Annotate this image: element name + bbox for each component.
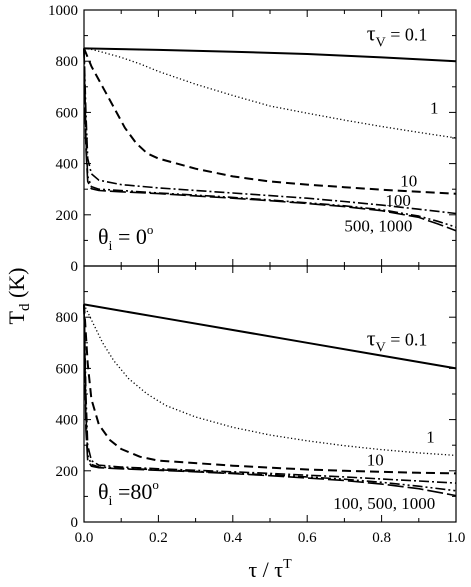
y-tick-label: 400 [56,413,79,429]
series-annotation: 100, 500, 1000 [333,494,435,513]
series-annotation: 100 [385,191,411,210]
x-axis-title-superscript: T [283,557,292,572]
x-tick-label: 0.0 [75,530,94,546]
y-tick-label: 200 [56,464,79,480]
series-annotation: 10 [400,172,417,191]
y-tick-label: 0 [71,259,79,275]
y-tick-label: 200 [56,208,79,224]
x-tick-label: 0.2 [149,530,168,546]
series-line-dashdot [83,304,457,484]
x-tick-label: 0.4 [223,530,242,546]
y-tick-label: 0 [71,515,79,531]
series-line-longdash [83,48,457,232]
series-line-dashdot [83,48,457,215]
series-annotation: 10 [367,451,384,470]
series-annotation: τV = 0.1 [367,325,428,355]
series-line-solid [83,47,457,63]
bottom-panel: 0 200 400 600 800 0.0 0.2 0.4 0.6 0.8 1.0 τV = 0.1 1… [56,265,466,546]
series-line-dashed [83,48,457,195]
series-annotation: 1 [430,99,439,118]
y-tick-label: 600 [56,361,79,377]
series-line-solid [83,303,457,370]
series-line-dashdotdot [83,304,457,492]
y-tick-label: 800 [56,54,79,70]
x-tick-label: 0.8 [372,530,391,546]
series-line-dashed [83,304,457,475]
y-axis-title-subscript: d [17,303,33,311]
incidence-angle-label: θi = 0o [98,222,153,254]
y-axis-title: Td (K) [4,268,33,325]
x-tick-label: 0.6 [298,530,317,546]
y-tick-label: 600 [56,105,79,121]
series-line-dotted [83,304,457,457]
series-line-longdash [83,304,457,497]
series-annotation: τV = 0.1 [367,21,428,51]
x-tick-label: 1.0 [447,530,466,546]
series-annotation: 1 [426,428,435,447]
series-line-dotted [83,47,457,139]
y-tick-label: 400 [56,157,79,173]
y-tick-label: 800 [56,310,79,326]
incidence-angle-label: θi =80o [98,477,159,509]
x-axis-title: τ / τT [248,557,292,582]
series-annotation: 500, 1000 [344,216,412,235]
y-tick-label: 1000 [48,3,78,19]
